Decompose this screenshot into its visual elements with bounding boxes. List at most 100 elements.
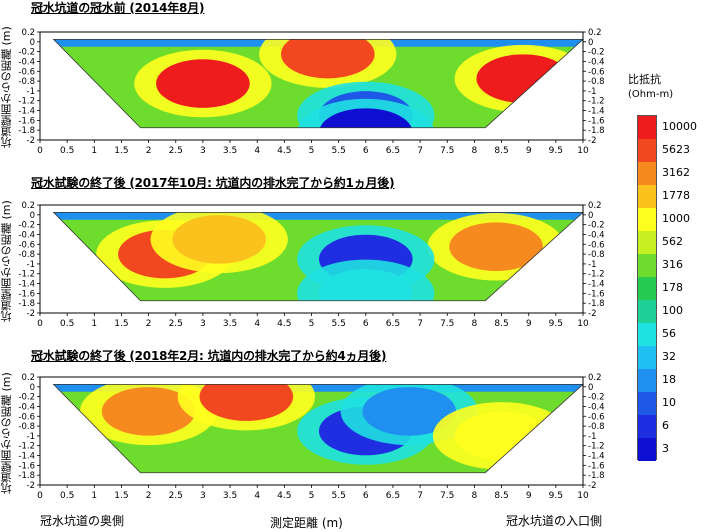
- x-tick-label: 8: [472, 319, 478, 329]
- x-tick-label: 2.5: [169, 146, 183, 156]
- x-tick-label: 5: [309, 319, 315, 329]
- y-tick-label-right: -1.4: [588, 452, 605, 462]
- color-swatch: [638, 185, 656, 208]
- y-tick-label-right: 0: [588, 38, 593, 48]
- y-tick-label-right: -1.2: [588, 270, 605, 280]
- y-tick-label: -1.8: [18, 299, 35, 309]
- y-tick-label-right: -1.6: [588, 289, 605, 299]
- x-tick-label: 0: [37, 319, 43, 329]
- x-tick-label: 2.5: [169, 491, 183, 501]
- x-tick-label: 7: [417, 319, 423, 329]
- resistivity-anomaly: [362, 387, 457, 436]
- color-swatch: [638, 231, 656, 254]
- y-tick-label: -2: [27, 309, 35, 319]
- survey-outline: [52, 383, 585, 474]
- x-tick-label: 2.5: [169, 319, 183, 329]
- resistivity-anomaly: [476, 54, 571, 103]
- legend-title: 比抵抗 (Ohm-m): [628, 72, 673, 102]
- color-scale-tick-label: 3: [662, 441, 669, 455]
- x-axis-label: 測定距離 (m): [270, 516, 343, 530]
- x-tick-label: 9.5: [549, 491, 563, 501]
- y-tick-label: -1.6: [18, 289, 35, 299]
- footer-left-label: 冠水坑道の奥側: [40, 514, 125, 528]
- y-tick-label-right: -0.4: [588, 402, 605, 412]
- color-scale-tick-label: 1778: [662, 188, 690, 202]
- y-tick-label-right: -0.8: [588, 422, 605, 432]
- color-scale-tick-label: 1000: [662, 211, 690, 225]
- y-tick-label-right: -1.8: [588, 471, 605, 481]
- resistivity-anomaly: [318, 108, 413, 128]
- y-tick-label: 0: [30, 383, 35, 393]
- resistivity-anomaly: [199, 384, 294, 421]
- x-tick-label: 3: [200, 319, 206, 329]
- y-tick-label: -0.2: [18, 48, 35, 58]
- y-tick-label-right: -1: [588, 432, 596, 442]
- x-tick-label: 5.5: [331, 491, 345, 501]
- x-tick-label: 10: [577, 491, 589, 501]
- x-tick-label: 9: [526, 319, 532, 329]
- y-tick-label: -0.2: [18, 393, 35, 403]
- x-tick-label: 0.5: [60, 319, 74, 329]
- x-tick-label: 8: [472, 491, 478, 501]
- color-swatch: [638, 369, 656, 392]
- y-tick-label-right: -1.6: [588, 116, 605, 126]
- y-tick-label-right: -0.2: [588, 393, 605, 403]
- y-tick-label: -0.4: [18, 230, 35, 240]
- x-tick-label: 6: [363, 319, 369, 329]
- x-tick-label: 5.5: [331, 146, 345, 156]
- color-swatch: [638, 139, 656, 162]
- y-tick-label-right: 0: [588, 383, 593, 393]
- color-swatch: [638, 392, 656, 415]
- color-scale-tick-label: 10000: [662, 119, 697, 133]
- y-tick-label: -0.8: [18, 422, 35, 432]
- y-tick-label: -1.2: [18, 270, 35, 280]
- x-tick-label: 1.5: [114, 146, 128, 156]
- color-swatch: [638, 323, 656, 346]
- color-swatch: [638, 438, 656, 461]
- x-tick-label: 9.5: [549, 146, 563, 156]
- y-tick-label: -1.4: [18, 280, 35, 290]
- x-tick-label: 9: [526, 146, 532, 156]
- color-swatch: [638, 116, 656, 139]
- color-scale-tick-label: 6: [662, 418, 669, 432]
- y-tick-label-right: -2: [588, 309, 596, 319]
- y-tick-label: 0.2: [21, 201, 35, 211]
- color-swatch: [638, 415, 656, 438]
- x-tick-label: 6.5: [386, 146, 400, 156]
- anomaly-halo: [297, 98, 435, 128]
- heatmap-panel: 0 0.5 1 1.5 2 2.5 3 3.5 4 4.5 5 5.5 6 6.5 7 7.5 8 8.5 9 9.5…: [18, 201, 604, 329]
- x-tick-label: 3: [200, 146, 206, 156]
- x-tick-label: 7.5: [440, 491, 454, 501]
- heatmap-panel: 0 0.5 1 1.5 2 2.5 3 3.5 4 4.5 5 5.5 6 6.5 7 7.5 8 8.5 9 9.5…: [18, 28, 605, 156]
- color-swatch: [638, 300, 656, 323]
- y-tick-label-right: -1.2: [588, 442, 605, 452]
- x-tick-label: 4: [254, 319, 260, 329]
- x-tick-label: 8.5: [494, 146, 508, 156]
- panel-title: 冠水坑道の冠水前 (2014年8月): [31, 1, 205, 15]
- x-tick-label: 8: [472, 146, 478, 156]
- panel-title: 冠水試験の終了後 (2018年2月: 坑道内の排水完了から約4ヵ月後): [31, 349, 387, 363]
- x-tick-label: 10: [577, 146, 589, 156]
- y-tick-label: -0.4: [18, 402, 35, 412]
- color-scale-tick-label: 32: [662, 349, 676, 363]
- resistivity-anomaly: [172, 215, 267, 264]
- x-tick-label: 0.5: [60, 146, 74, 156]
- near-surface-layer: [53, 212, 583, 220]
- x-tick-label: 5.5: [331, 319, 345, 329]
- x-tick-label: 2: [146, 319, 152, 329]
- x-tick-label: 3.5: [223, 319, 237, 329]
- x-tick-label: 7.5: [440, 146, 454, 156]
- y-tick-label-right: -0.4: [588, 230, 605, 240]
- y-tick-label: -2: [27, 136, 35, 146]
- color-scale-tick-label: 18: [662, 372, 676, 386]
- x-tick-label: 6.5: [386, 319, 400, 329]
- x-tick-label: 0: [37, 491, 43, 501]
- x-tick-label: 4.5: [277, 319, 291, 329]
- survey-outline: [52, 38, 585, 129]
- y-tick-label-right: -0.6: [588, 240, 605, 250]
- legend-title-line1: 比抵抗: [628, 73, 661, 86]
- y-tick-label: -0.8: [18, 77, 35, 87]
- y-tick-label: -1.6: [18, 116, 35, 126]
- x-tick-label: 2: [146, 491, 152, 501]
